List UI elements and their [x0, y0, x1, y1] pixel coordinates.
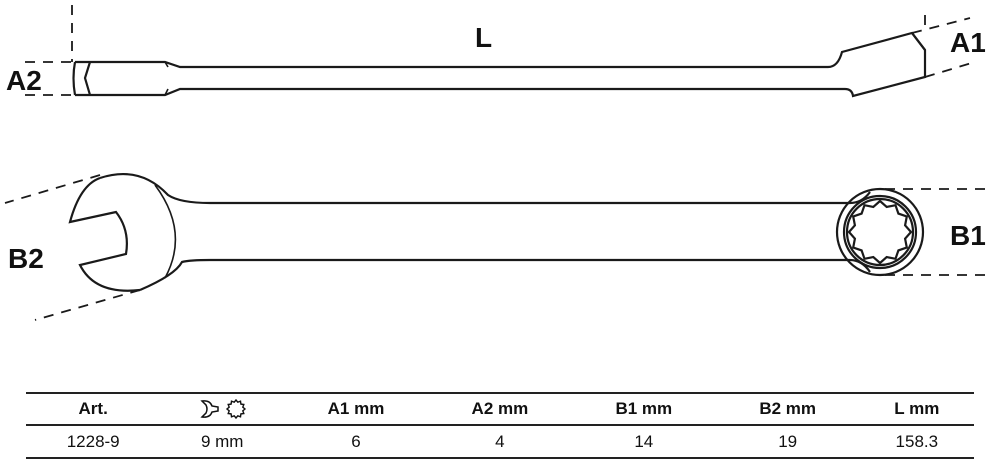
wrench-diagram: L A1 A2 B1 B2: [4, 5, 990, 321]
col-b2: B2 mm: [715, 393, 860, 426]
wrench-front-view: [68, 173, 925, 292]
col-l: L mm: [859, 393, 974, 426]
col-b1: B1 mm: [571, 393, 716, 426]
col-a1: A1 mm: [284, 393, 428, 426]
cell-a1: 6: [351, 431, 361, 451]
cell-l: 158.3: [895, 431, 939, 451]
cell-size: 9 mm: [200, 431, 244, 451]
cell-a2: 4: [495, 431, 505, 451]
twelve-point-ring: [847, 199, 913, 265]
dimension-lines: [4, 5, 990, 321]
wrench-side-view: [72, 31, 927, 98]
cell-b1: 14: [634, 431, 654, 451]
spec-table: Art. A1 mm A2 mm B1 mm B2 mm L mm 1228-9…: [26, 392, 974, 459]
cell-b2: 19: [778, 431, 798, 451]
table-row: 1228-9 9 mm 6 4 14 19 158.3: [26, 425, 974, 458]
label-L: L: [475, 22, 492, 53]
col-size: [160, 393, 285, 426]
col-a2: A2 mm: [427, 393, 572, 426]
label-A2: A2: [6, 65, 42, 96]
label-B2: B2: [8, 243, 44, 274]
label-A1: A1: [950, 27, 986, 58]
twelve-point-ring-icon: [225, 398, 246, 420]
col-art: Art.: [26, 393, 161, 426]
label-B1: B1: [950, 220, 986, 251]
table-header-row: Art. A1 mm A2 mm B1 mm B2 mm L mm: [26, 393, 974, 426]
open-end-wrench-icon: [200, 400, 219, 418]
cell-art: 1228-9: [66, 431, 120, 451]
